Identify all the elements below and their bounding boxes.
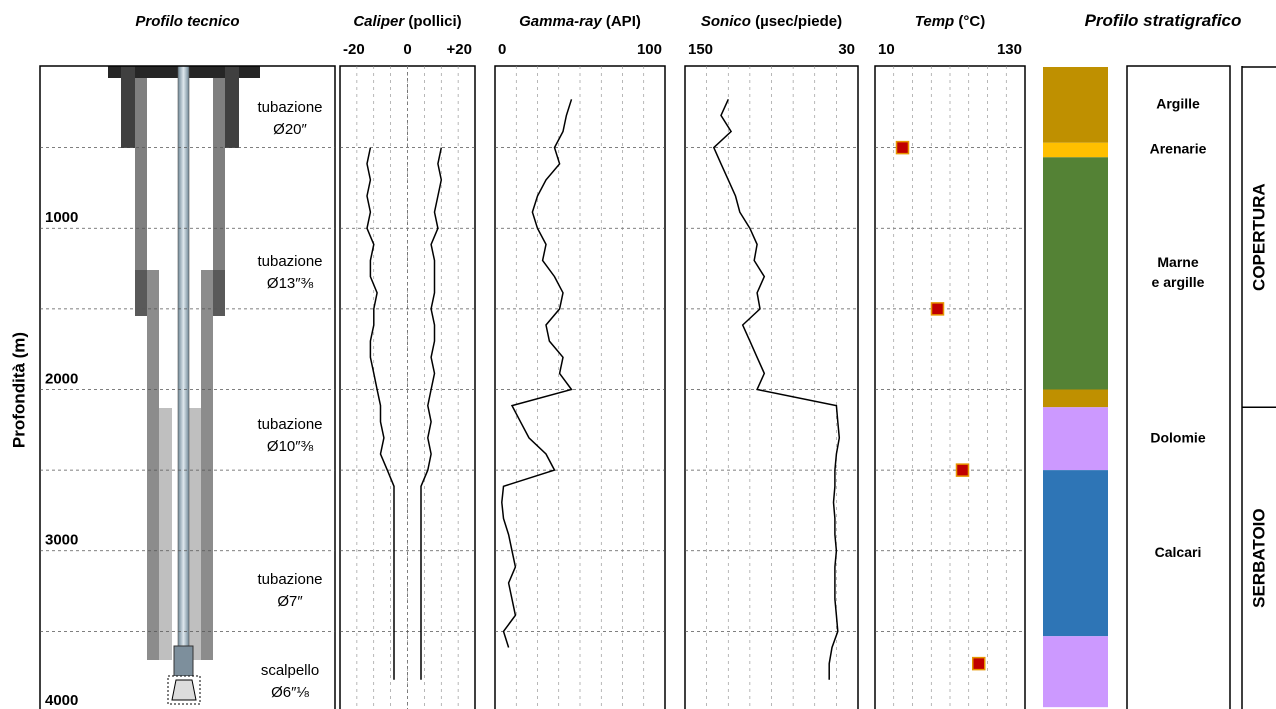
title-text: Sonico — [701, 13, 751, 30]
title-unit: (°C) — [958, 13, 985, 30]
label-column — [1126, 65, 1231, 709]
casing-label: tubazione — [257, 99, 322, 116]
y-tick-label: 4000 — [45, 692, 78, 709]
panel-title: Temp (°C) — [915, 13, 985, 30]
title-unit: (pollici) — [408, 13, 461, 30]
layer-label: Dolomie — [1150, 429, 1205, 445]
y-axis-label: Profondità (m) — [9, 332, 28, 448]
x-tick-label: 0 — [403, 41, 411, 58]
log-curve — [420, 147, 443, 680]
unit-label: COPERTURA — [1249, 183, 1268, 291]
x-tick-label: 30 — [838, 41, 855, 58]
casing-20 — [121, 66, 135, 148]
temp-point — [972, 656, 986, 671]
title-unit: (API) — [606, 13, 641, 30]
casing-13-shoe — [135, 270, 147, 316]
panel-title: Profilo stratigrafico — [1085, 11, 1242, 30]
temp-point — [895, 140, 910, 155]
casing-20 — [225, 66, 239, 148]
panel-title: Sonico (µsec/piede) — [701, 13, 842, 30]
casing-label: Ø13″⅜ — [267, 275, 314, 292]
strat-layer — [1043, 67, 1108, 143]
title-text: Gamma-ray — [519, 13, 602, 30]
strat-layer — [1043, 389, 1108, 408]
log-curve — [501, 99, 573, 648]
layer-label: Argille — [1156, 96, 1200, 112]
layer-label: Calcari — [1155, 544, 1202, 560]
title-text: Profilo tecnico — [135, 13, 239, 30]
strat-layer — [1043, 142, 1108, 158]
casing-schematic — [108, 65, 260, 705]
casing-7 — [159, 408, 172, 660]
layer-label: Marne — [1157, 254, 1198, 270]
x-tick-label: 100 — [637, 41, 662, 58]
casing-label: Ø6″⅛ — [271, 684, 309, 701]
x-tick-label: 150 — [688, 41, 713, 58]
x-tick-label: 10 — [878, 41, 895, 58]
x-tick-label: 130 — [997, 41, 1022, 58]
y-tick-label: 3000 — [45, 532, 78, 549]
strat-layer — [1043, 407, 1108, 471]
strat-layer — [1043, 470, 1108, 637]
temp-point — [930, 302, 945, 316]
panel-title: Caliper (pollici) — [353, 13, 461, 30]
layer-label: Arenarie — [1150, 141, 1207, 157]
strat-layer — [1043, 157, 1108, 390]
log-curve — [366, 147, 395, 680]
panel-title: Profilo tecnico — [135, 13, 239, 30]
title-text: Temp — [915, 13, 954, 30]
y-tick-label: 2000 — [45, 370, 78, 387]
drill-pipe — [177, 65, 190, 647]
casing-13 — [213, 78, 225, 316]
layer-label: e argille — [1152, 274, 1205, 290]
casing-13 — [135, 78, 147, 316]
casing-label: Ø20″ — [273, 121, 307, 138]
temp-point — [955, 463, 970, 477]
casing-label: scalpello — [261, 662, 319, 679]
unit-label: SERBATOIO — [1249, 508, 1268, 608]
y-tick-label: 1000 — [45, 209, 78, 226]
title-text: Caliper — [353, 13, 405, 30]
title-text: Profilo stratigrafico — [1085, 11, 1242, 30]
casing-label: tubazione — [257, 571, 322, 588]
casing-label: tubazione — [257, 416, 322, 433]
title-unit: (µsec/piede) — [755, 13, 842, 30]
drill-collar — [173, 645, 194, 677]
drill-bit — [171, 679, 197, 701]
casing-7 — [188, 408, 201, 660]
casing-label: tubazione — [257, 253, 322, 270]
casing-label: Ø10″⅜ — [267, 438, 314, 455]
casing-10 — [201, 270, 213, 660]
x-tick-label: +20 — [447, 41, 472, 58]
casing-10 — [147, 270, 159, 660]
casing-label: Ø7″ — [277, 593, 303, 610]
panel-title: Gamma-ray (API) — [519, 13, 641, 30]
casing-13-shoe — [213, 270, 225, 316]
strat-layer — [1043, 636, 1108, 708]
x-tick-label: -20 — [343, 41, 365, 58]
x-tick-label: 0 — [498, 41, 506, 58]
log-curve — [712, 98, 841, 680]
